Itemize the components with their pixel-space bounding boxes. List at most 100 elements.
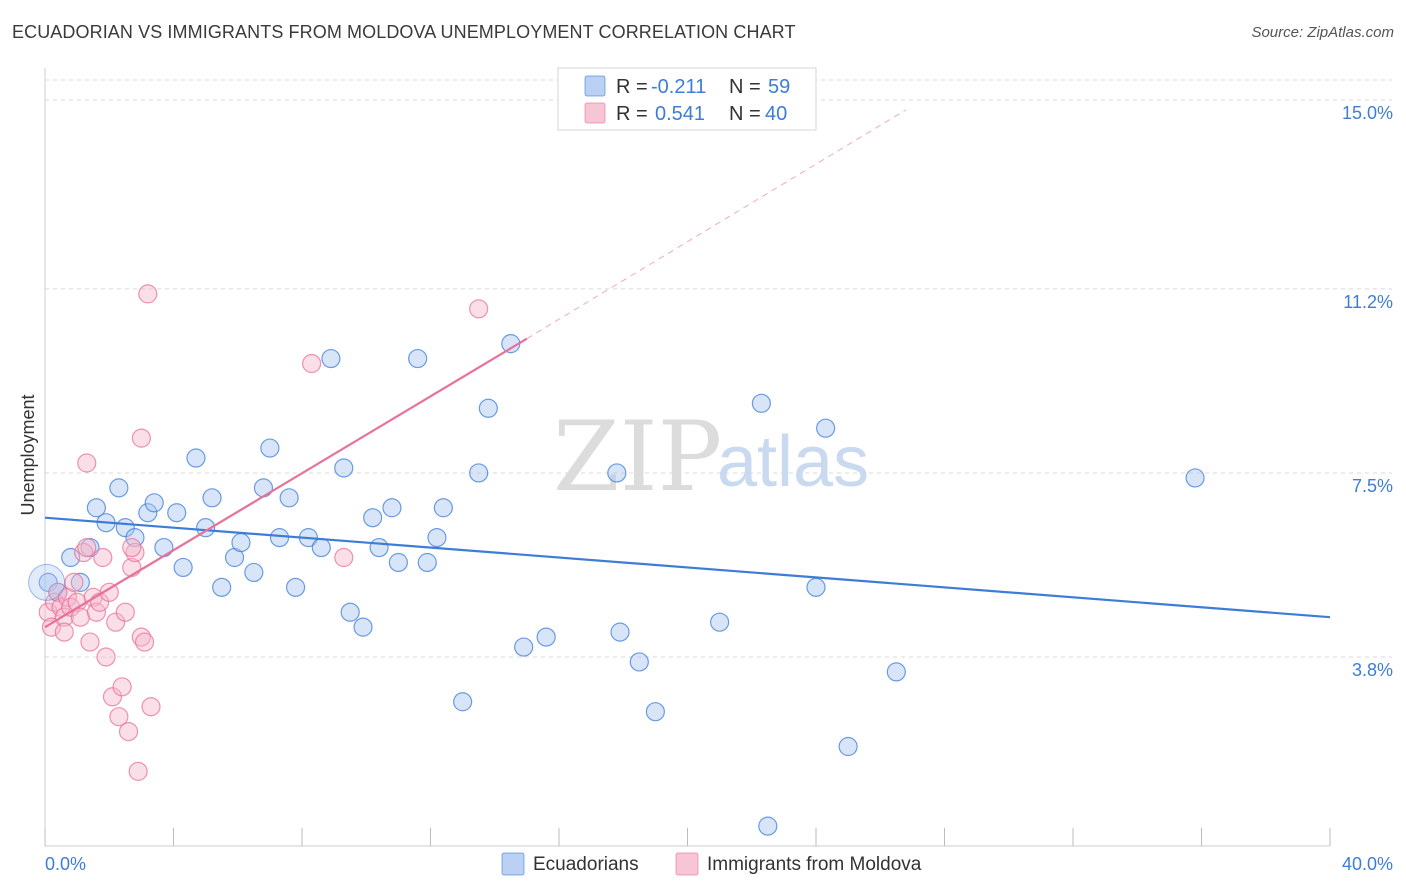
moldova-point (41, 617, 62, 637)
ecuadorian-point (279, 488, 299, 508)
ecuadorian-point (70, 572, 90, 592)
moldova-point (115, 602, 135, 622)
ecuadorian-point (363, 508, 383, 528)
ecuadorian-point (144, 493, 164, 513)
ecuadorian-point (244, 562, 264, 583)
moldova-point (80, 632, 100, 652)
chart-title: ECUADORIAN VS IMMIGRANTS FROM MOLDOVA UN… (12, 22, 796, 42)
x-tick-label: 0.0% (45, 854, 86, 874)
legend-n-value-ecuadorians: 59 (768, 76, 790, 98)
ecuadorian-point (269, 528, 290, 548)
moldova-point (131, 428, 151, 448)
ecuadorian-point (806, 577, 826, 597)
ecuadorian-point (536, 627, 556, 647)
tick-labels: 3.8% 7.5% 11.2% 15.0% 0.0% 40.0% (45, 103, 1393, 874)
ecuadorian-point (285, 577, 306, 597)
ecuadorian-point (838, 736, 858, 757)
moldova-point (469, 299, 489, 319)
ecuadorian-cluster-point (28, 563, 66, 601)
moldova-point (96, 647, 116, 667)
ecuadorian-point (231, 532, 251, 553)
moldova-point (48, 582, 68, 602)
ecuadorian-point (321, 348, 341, 369)
ecuadorian-point (388, 552, 408, 573)
ecuadorian-point (816, 418, 836, 438)
x-tick-label: 40.0% (1342, 854, 1393, 874)
ecuadorian-point (154, 537, 174, 558)
moldova-point (77, 453, 97, 473)
ecuadorian-point (109, 478, 129, 498)
ecuadorian-trend-line (44, 516, 1331, 619)
legend: R = -0.211 N = 59 R = 0.541 N = 40 (557, 67, 817, 131)
ecuadorian-point (138, 503, 158, 523)
ecuadorian-point (408, 348, 428, 369)
moldova-point (128, 761, 148, 781)
moldova-point (106, 612, 126, 632)
ecuadorian-point (311, 537, 331, 558)
ecuadorian-point (260, 438, 280, 458)
axis-layer (44, 68, 1331, 847)
ecuadorian-point (382, 498, 402, 518)
legend-swatch-moldova (584, 102, 606, 124)
watermark-zip: ZIP (553, 401, 722, 513)
ecuadorian-point (369, 537, 389, 558)
bottom-legend-label-moldova: Immigrants from Moldova (707, 854, 922, 875)
legend-r-value-moldova: 0.541 (655, 103, 705, 125)
moldova-point (334, 547, 354, 568)
ecuadorian-point (353, 617, 373, 637)
ecuadorian-point (453, 692, 473, 712)
ecuadorian-point (758, 816, 778, 836)
moldova-point (134, 632, 155, 652)
ecuadorian-point (469, 463, 489, 483)
y-tick-label: 11.2% (1343, 292, 1393, 312)
ecuadorian-point (1185, 468, 1205, 488)
ecuadorian-point (340, 602, 360, 622)
bottom-legend-swatch-moldova (675, 852, 699, 876)
ecuadorian-point (61, 547, 81, 568)
moldova-point (302, 353, 322, 374)
moldova-point (99, 582, 119, 602)
ecuadorian-point (202, 488, 222, 508)
ecuadorian-point (645, 702, 665, 722)
moldova-point (141, 697, 161, 717)
ecuadorian-point (629, 652, 649, 672)
legend-r-label-ecuadorians: R = (616, 76, 648, 98)
ecuadorian-point (478, 398, 498, 418)
ecuadorian-point (610, 622, 630, 642)
ecuadorian-point (427, 528, 447, 548)
watermark: ZIP atlas (553, 401, 869, 513)
moldova-point (64, 572, 84, 592)
ecuadorian-point (186, 448, 206, 468)
moldova-point (112, 677, 132, 697)
moldova-point (122, 537, 142, 558)
ecuadorian-point (86, 498, 107, 518)
moldova-point (109, 707, 129, 727)
legend-n-label-moldova: N = (729, 103, 761, 125)
ecuadorian-point (38, 572, 58, 592)
ecuadorian-point (173, 557, 193, 578)
ecuadorian-point (334, 458, 354, 478)
ecuadorian-point (710, 612, 730, 632)
legend-r-value-ecuadorians: -0.211 (651, 76, 706, 98)
moldova-point (102, 687, 123, 707)
moldova-point (118, 721, 139, 742)
points-layer (28, 284, 1205, 836)
trend-layer (44, 109, 1331, 629)
y-tick-label: 3.8% (1352, 660, 1393, 680)
ecuadorian-point (417, 552, 437, 573)
legend-n-label-ecuadorians: N = (729, 76, 761, 98)
moldova-point (54, 622, 74, 642)
legend-r-label-moldova: R = (616, 103, 648, 125)
watermark-atlas: atlas (717, 422, 869, 502)
legend-swatch-ecuadorians (584, 75, 606, 97)
y-axis-title: Unemployment (18, 394, 38, 515)
moldova-point (77, 537, 97, 558)
moldova-trend-line (44, 337, 528, 629)
ecuadorian-point (167, 503, 187, 523)
ecuadorian-point (196, 518, 216, 538)
ecuadorian-point (886, 662, 906, 682)
chart-source: Source: ZipAtlas.com (1251, 24, 1394, 41)
ecuadorian-point (212, 577, 232, 597)
ecuadorian-point (433, 498, 453, 518)
